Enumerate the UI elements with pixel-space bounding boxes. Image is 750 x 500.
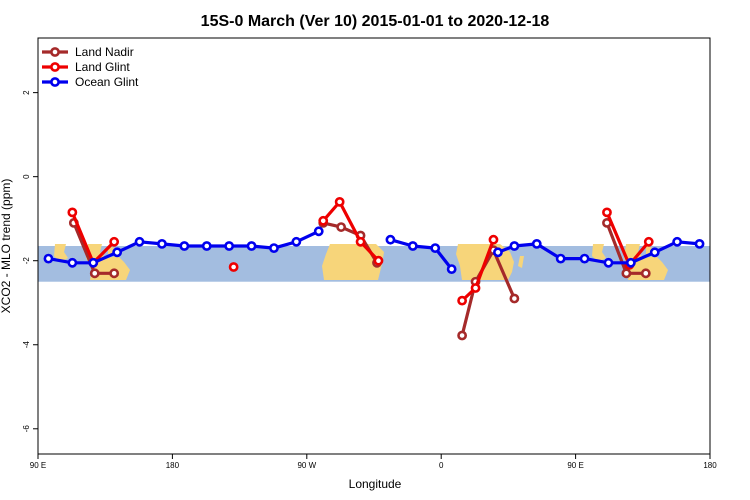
series-ocean-glint — [43, 226, 705, 275]
data-point — [493, 247, 503, 258]
data-point — [336, 222, 347, 232]
data-point — [385, 234, 396, 245]
x-tick-label: 0 — [439, 461, 444, 470]
data-point — [355, 236, 366, 247]
data-point — [407, 241, 418, 251]
x-axis-label: Longitude — [349, 477, 402, 491]
data-point — [446, 264, 457, 275]
legend-marker — [50, 77, 60, 87]
data-point — [246, 241, 257, 251]
y-axis-label: XCO2 - MLO trend (ppm) — [0, 179, 13, 314]
land-patch-indonesia-2 — [592, 244, 606, 262]
data-point — [643, 236, 654, 247]
land-patch-indonesia — [54, 244, 68, 262]
data-point — [625, 257, 636, 268]
legend-label: Ocean Glint — [75, 75, 139, 89]
data-point — [43, 253, 54, 264]
data-point — [457, 295, 468, 306]
plot-frame — [37, 37, 711, 455]
series-line — [497, 240, 700, 265]
data-point — [531, 238, 542, 249]
land-patch-south-america — [322, 244, 384, 280]
data-point — [694, 238, 705, 249]
x-axis: 90 E 180 90 W 0 90 E 180 — [30, 454, 717, 470]
map-band — [38, 244, 710, 282]
y-tick-label: -4 — [22, 341, 31, 349]
y-axis: 2 0 -2 -4 -6 — [22, 90, 38, 432]
x-tick-label: 90 W — [297, 461, 316, 470]
y-tick-label: 2 — [22, 90, 31, 95]
data-point — [179, 241, 190, 251]
data-point — [109, 268, 120, 279]
data-point — [640, 268, 651, 279]
chart-title: 15S-0 March (Ver 10) 2015-01-01 to 2020-… — [201, 13, 550, 30]
data-point — [112, 247, 123, 258]
series-layer — [43, 196, 705, 341]
legend-label: Land Glint — [75, 60, 130, 74]
legend-marker — [50, 62, 60, 72]
series-line — [389, 238, 453, 271]
y-tick-label: -2 — [22, 257, 31, 265]
legend-marker — [50, 47, 60, 57]
data-point — [470, 283, 481, 293]
data-point — [201, 241, 212, 251]
data-point — [67, 207, 78, 218]
data-point — [228, 262, 239, 272]
x-tick-label: 90 E — [30, 461, 46, 470]
data-point — [334, 196, 345, 207]
data-point — [509, 293, 520, 304]
data-point — [509, 241, 520, 251]
data-point — [603, 257, 614, 268]
data-point — [430, 243, 441, 254]
data-point — [134, 236, 145, 247]
data-point — [313, 226, 324, 237]
data-point — [291, 236, 302, 247]
data-point — [672, 236, 683, 247]
data-point — [649, 247, 660, 258]
x-tick-label: 90 E — [567, 461, 583, 470]
series-line — [322, 200, 380, 262]
legend-label: Land Nadir — [75, 45, 134, 59]
data-point — [457, 330, 468, 341]
data-point — [621, 268, 632, 279]
data-point — [318, 215, 329, 226]
data-point — [488, 234, 499, 245]
data-point — [373, 255, 384, 266]
y-tick-label: -6 — [22, 425, 31, 433]
data-point — [555, 253, 566, 264]
data-point — [602, 207, 612, 218]
data-point — [157, 238, 167, 249]
data-point — [109, 236, 120, 247]
data-point — [269, 243, 279, 254]
data-point — [224, 241, 235, 251]
y-tick-label: 0 — [22, 174, 31, 179]
x-tick-label: 180 — [166, 461, 180, 470]
x-tick-label: 180 — [703, 461, 717, 470]
land-patch-madagascar — [518, 256, 524, 268]
land-patch-australia-2 — [624, 244, 668, 280]
data-point — [579, 253, 590, 264]
data-point — [89, 268, 100, 279]
data-point — [88, 257, 99, 268]
data-point — [67, 257, 78, 268]
